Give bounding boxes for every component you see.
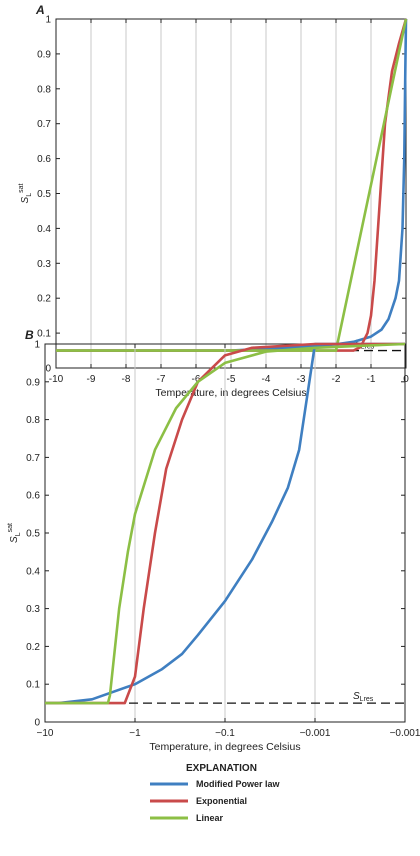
y-tick-label: 0.1 [37,329,51,340]
y-tick-label: 0.2 [26,642,40,653]
legend-title: EXPLANATION [186,763,257,774]
legend-label: Exponential [196,796,247,806]
y-tick-label: 0.2 [37,294,51,305]
x-tick-label: -4 [262,374,271,385]
y-tick-label: 0.7 [26,453,40,464]
x-tick-label: -9 [87,374,96,385]
y-tick-label: 0.9 [37,49,51,60]
y-label-sub: L [15,532,22,536]
y-label-main: S [9,536,20,543]
series-line [45,342,405,705]
reference-label: SLres [353,691,374,703]
panel-label: A [35,3,45,17]
y-tick-label: 0.1 [26,680,40,691]
y-axis-label: SLsat [18,183,33,203]
y-tick-label: 0.6 [37,154,51,165]
y-axis-label: SLsat [7,523,22,543]
x-tick-label: 0 [403,374,409,385]
plot-frame [44,343,406,723]
y-label-main: S [20,196,31,203]
y-tick-label: 0.5 [37,189,51,200]
y-tick-label: 0.8 [37,84,51,95]
plot-frame [55,18,407,369]
x-tick-label: −10 [37,728,54,739]
reference-label-sub: Lres [361,344,375,351]
series-line [56,18,408,352]
y-tick-label: 0.4 [26,566,40,577]
y-tick-label: 0 [45,364,51,375]
reference-label-sub: Lres [360,696,374,703]
series-line [56,18,408,352]
y-tick-label: 0.6 [26,491,40,502]
y-tick-label: 1 [34,340,40,351]
y-tick-label: 0.3 [26,604,40,615]
y-tick-label: 0.3 [37,259,51,270]
series-line [56,18,408,352]
y-tick-label: 0.9 [26,377,40,388]
x-tick-label: -3 [297,374,306,385]
legend-label: Linear [196,813,224,823]
y-tick-label: 0.4 [37,224,51,235]
x-tick-label: -2 [332,374,341,385]
x-tick-label: -8 [122,374,131,385]
panel-label: B [25,328,34,342]
x-tick-label: −0.1 [215,728,235,739]
x-axis-label: Temperature, in degrees Celsius [155,387,306,399]
y-label-sup: sat [7,523,14,532]
series-line [45,342,405,705]
x-tick-label: -1 [367,374,376,385]
y-tick-label: 1 [45,15,51,26]
y-label-sup: sat [18,183,25,192]
x-axis-label: Temperature, in degrees Celsius [149,741,300,753]
reference-label-main: S [353,691,360,702]
y-tick-label: 0 [34,718,40,729]
x-tick-label: −0.001 [390,728,420,739]
y-tick-label: 0.8 [26,415,40,426]
x-tick-label: −1 [129,728,141,739]
x-tick-label: -6 [192,374,201,385]
x-tick-label: -5 [227,374,236,385]
series-line [45,342,406,705]
y-label-sub: L [26,193,33,197]
x-tick-label: −0.001 [300,728,331,739]
legend-label: Modified Power law [196,779,281,789]
y-tick-label: 0.5 [26,529,40,540]
x-tick-label: -10 [49,374,64,385]
x-tick-label: -7 [157,374,166,385]
y-tick-label: 0.7 [37,119,51,130]
